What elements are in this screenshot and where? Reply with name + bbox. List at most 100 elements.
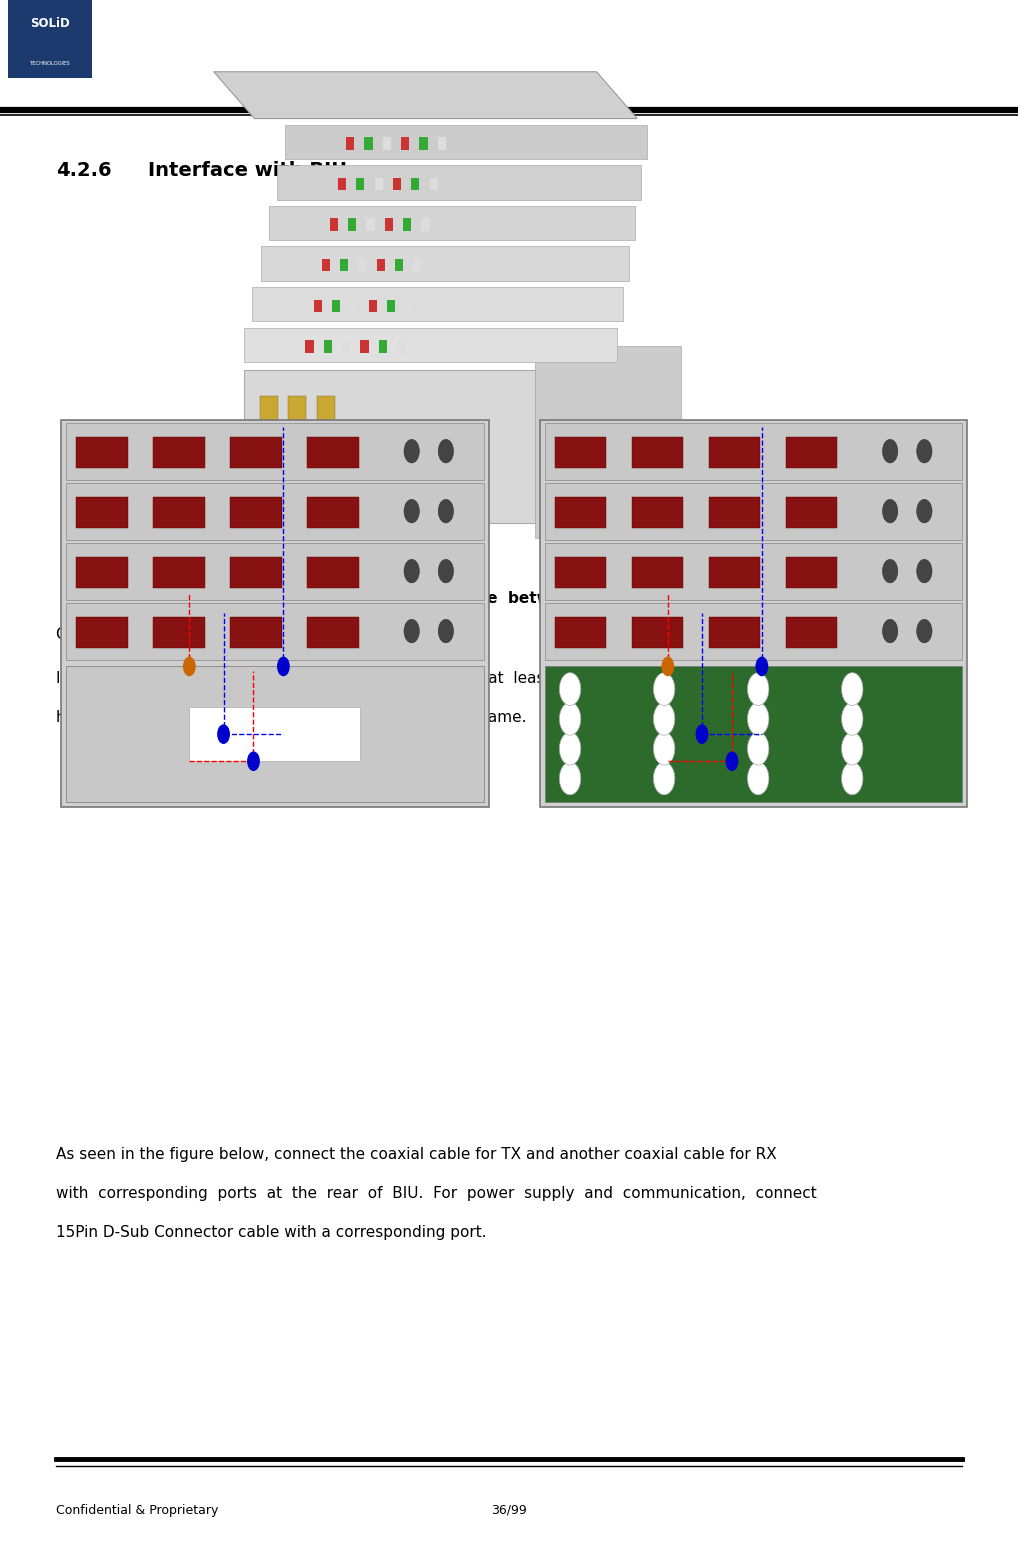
- Bar: [260, 435, 278, 460]
- Bar: [385, 218, 393, 231]
- Bar: [277, 165, 641, 200]
- Text: As seen in the figure below, connect the coaxial cable for TX and another coaxia: As seen in the figure below, connect the…: [56, 1147, 777, 1162]
- Bar: [260, 474, 278, 499]
- Bar: [411, 178, 419, 190]
- Bar: [709, 616, 760, 647]
- Bar: [230, 437, 282, 468]
- Bar: [786, 616, 837, 647]
- Bar: [324, 340, 332, 353]
- Circle shape: [560, 702, 580, 735]
- Circle shape: [883, 560, 898, 583]
- Bar: [632, 498, 683, 529]
- Bar: [786, 437, 837, 468]
- Bar: [360, 340, 369, 353]
- Bar: [393, 178, 401, 190]
- Bar: [786, 498, 837, 529]
- Circle shape: [560, 672, 580, 705]
- Circle shape: [438, 619, 454, 643]
- Bar: [403, 218, 411, 231]
- Circle shape: [916, 499, 932, 523]
- Bar: [244, 328, 617, 362]
- Bar: [377, 259, 385, 271]
- Circle shape: [217, 724, 230, 744]
- Bar: [307, 437, 358, 468]
- Bar: [709, 498, 760, 529]
- Bar: [66, 423, 484, 479]
- Bar: [76, 557, 127, 588]
- Bar: [154, 498, 205, 529]
- Text: 36/99: 36/99: [491, 1504, 527, 1516]
- Bar: [364, 137, 373, 150]
- Bar: [230, 557, 282, 588]
- Text: Confidential & Proprietary: Confidential & Proprietary: [56, 1504, 219, 1516]
- Bar: [387, 300, 395, 312]
- Circle shape: [747, 672, 769, 705]
- Bar: [632, 616, 683, 647]
- Bar: [709, 557, 760, 588]
- Bar: [632, 437, 683, 468]
- Bar: [358, 259, 366, 271]
- Text: 15Pin D-Sub Connector cable with a corresponding port.: 15Pin D-Sub Connector cable with a corre…: [56, 1225, 487, 1240]
- Bar: [307, 498, 358, 529]
- Bar: [413, 259, 421, 271]
- Bar: [786, 557, 837, 588]
- Circle shape: [662, 657, 674, 677]
- Circle shape: [404, 440, 419, 463]
- Bar: [252, 287, 623, 321]
- Bar: [230, 616, 282, 647]
- Circle shape: [842, 732, 863, 764]
- Circle shape: [654, 763, 675, 796]
- Bar: [342, 340, 350, 353]
- Bar: [405, 300, 413, 312]
- Circle shape: [438, 499, 454, 523]
- Text: Interface with BIU: Interface with BIU: [148, 161, 346, 179]
- Bar: [154, 437, 205, 468]
- Bar: [66, 602, 484, 660]
- Circle shape: [654, 732, 675, 764]
- Circle shape: [560, 763, 580, 796]
- Circle shape: [883, 440, 898, 463]
- Circle shape: [404, 619, 419, 643]
- Bar: [438, 137, 446, 150]
- Circle shape: [247, 752, 260, 771]
- Bar: [66, 543, 484, 599]
- Bar: [356, 178, 364, 190]
- Circle shape: [183, 657, 195, 677]
- Bar: [189, 707, 360, 761]
- Bar: [288, 435, 306, 460]
- Bar: [545, 602, 962, 660]
- Bar: [366, 218, 375, 231]
- Bar: [379, 340, 387, 353]
- Bar: [383, 137, 391, 150]
- Circle shape: [277, 657, 290, 677]
- Bar: [230, 498, 282, 529]
- Bar: [555, 498, 606, 529]
- Bar: [395, 259, 403, 271]
- Bar: [66, 666, 484, 802]
- Circle shape: [883, 499, 898, 523]
- Bar: [317, 435, 335, 460]
- Circle shape: [404, 560, 419, 583]
- Bar: [244, 370, 535, 523]
- Circle shape: [438, 560, 454, 583]
- Text: SOLiD: SOLiD: [30, 17, 70, 30]
- Text: In  this  case,  it  is  recommended  to  stack  the  units  at  least  1U  of  : In this case, it is recommended to stack…: [56, 671, 850, 686]
- Polygon shape: [214, 72, 637, 119]
- Bar: [332, 300, 340, 312]
- Bar: [288, 474, 306, 499]
- Bar: [397, 340, 405, 353]
- Bar: [288, 396, 306, 421]
- Circle shape: [726, 752, 738, 771]
- Text: TECHNOLOGIES: TECHNOLOGIES: [30, 61, 70, 67]
- Bar: [401, 137, 409, 150]
- Bar: [535, 346, 681, 538]
- Circle shape: [842, 763, 863, 796]
- Bar: [8, 0, 92, 78]
- Bar: [154, 616, 205, 647]
- Bar: [285, 125, 647, 159]
- Circle shape: [654, 702, 675, 735]
- Circle shape: [842, 672, 863, 705]
- Circle shape: [842, 702, 863, 735]
- Circle shape: [916, 560, 932, 583]
- Circle shape: [755, 657, 769, 677]
